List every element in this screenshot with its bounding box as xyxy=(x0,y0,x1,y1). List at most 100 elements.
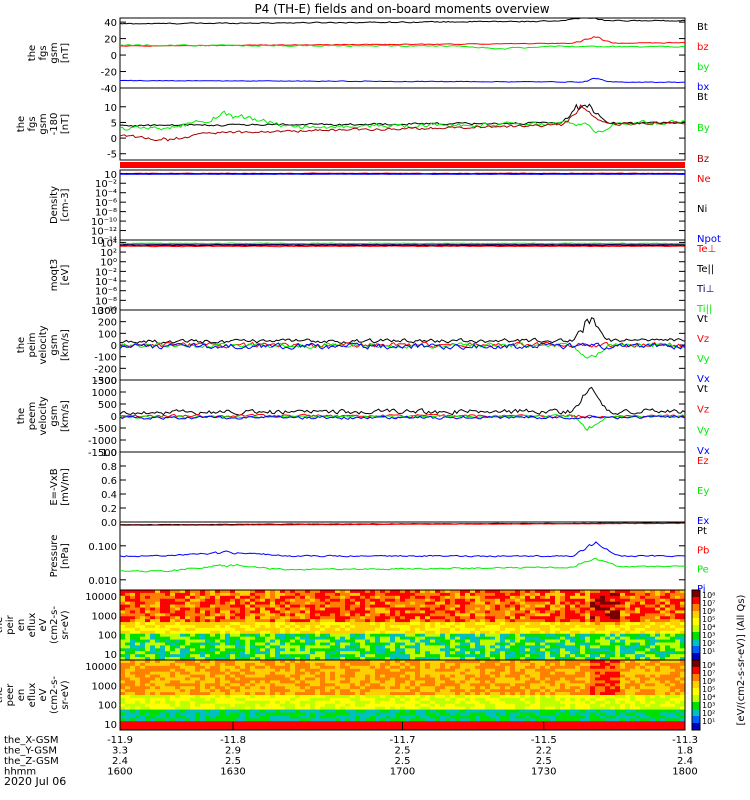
spectrogram-cell xyxy=(500,718,506,722)
spectrogram-cell xyxy=(430,598,436,602)
spectrogram-cell xyxy=(510,695,516,699)
spectrogram-cell xyxy=(600,651,606,655)
spectrogram-cell xyxy=(430,639,436,643)
spectrogram-cell xyxy=(130,660,136,664)
spectrogram-cell xyxy=(390,686,396,690)
spectrogram-cell xyxy=(370,660,376,664)
spectrogram-cell xyxy=(515,642,521,646)
spectrogram-cell xyxy=(440,601,446,605)
spectrogram-cell xyxy=(420,695,426,699)
spectrogram-cell xyxy=(275,595,281,600)
spectrogram-cell xyxy=(635,633,641,637)
spectrogram-cell xyxy=(400,642,406,646)
spectrogram-cell xyxy=(265,630,271,635)
spectrogram-cell xyxy=(420,700,426,705)
spectrogram-cell xyxy=(585,654,591,658)
spectrogram-cell xyxy=(390,642,396,646)
spectrogram-cell xyxy=(635,622,641,626)
spectrogram-cell xyxy=(270,677,276,681)
spectrogram-cell xyxy=(315,613,321,617)
spectrogram-cell xyxy=(640,616,646,620)
spectrogram-cell xyxy=(215,665,221,670)
spectrogram-cell xyxy=(410,630,416,635)
spectrogram-cell xyxy=(250,607,256,611)
spectrogram-cell xyxy=(350,642,356,646)
spectrogram-cell xyxy=(365,715,371,719)
spectrogram-cell xyxy=(665,633,671,637)
y-axis-label-line: en xyxy=(16,689,27,702)
spectrogram-cell xyxy=(495,633,501,637)
spectrogram-cell xyxy=(510,610,516,614)
spectrogram-cell xyxy=(120,680,126,684)
spectrogram-cell xyxy=(450,695,456,699)
spectrogram-cell xyxy=(215,695,221,699)
spectrogram-cell xyxy=(150,674,156,678)
spectrogram-cell xyxy=(480,683,486,687)
spectrogram-cell xyxy=(195,665,201,670)
spectrogram-cell xyxy=(555,645,561,649)
spectrogram-cell xyxy=(360,724,366,728)
spectrogram-cell xyxy=(440,613,446,617)
spectrogram-cell xyxy=(565,639,571,643)
spectrogram-cell xyxy=(325,639,331,643)
spectrogram-cell xyxy=(530,657,536,661)
spectrogram-cell xyxy=(310,619,316,623)
spectrogram-cell xyxy=(205,709,211,713)
spectrogram-cell xyxy=(505,601,511,605)
spectrogram-cell xyxy=(465,668,471,672)
spectrogram-cell xyxy=(590,595,596,600)
spectrogram-cell xyxy=(340,633,346,637)
spectrogram-cell xyxy=(280,677,286,681)
spectrogram-cell xyxy=(180,683,186,687)
spectrogram-cell xyxy=(340,700,346,705)
spectrogram-cell xyxy=(560,645,566,649)
spectrogram-cell xyxy=(265,671,271,675)
spectrogram-cell xyxy=(340,598,346,602)
spectrogram-cell xyxy=(450,683,456,687)
spectrogram-cell xyxy=(205,601,211,605)
spectrogram-cell xyxy=(550,595,556,600)
spectrogram-cell xyxy=(380,645,386,649)
spectrogram-cell xyxy=(515,654,521,658)
spectrogram-cell xyxy=(330,697,336,702)
spectrogram-cell xyxy=(140,721,146,725)
spectrogram-cell xyxy=(615,627,621,632)
spectrogram-cell xyxy=(315,604,321,608)
spectrogram-cell xyxy=(155,627,161,632)
spectrogram-cell xyxy=(375,700,381,705)
colorbar-segment xyxy=(692,653,700,661)
spectrogram-cell xyxy=(525,674,531,678)
y-tick-label: -500 xyxy=(94,424,117,435)
spectrogram-cell xyxy=(120,683,126,687)
spectrogram-cell xyxy=(210,709,216,713)
spectrogram-cell xyxy=(445,639,451,643)
series-Pb xyxy=(119,522,686,527)
spectrogram-cell xyxy=(140,636,146,640)
spectrogram-cell xyxy=(245,677,251,681)
spectrogram-cell xyxy=(480,601,486,605)
spectrogram-cell xyxy=(390,706,396,710)
spectrogram-cell xyxy=(255,645,261,649)
spectrogram-cell xyxy=(500,633,506,637)
spectrogram-cell xyxy=(315,651,321,655)
spectrogram-cell xyxy=(565,619,571,623)
spectrogram-cell xyxy=(420,642,426,646)
spectrogram-cell xyxy=(620,639,626,643)
spectrogram-cell xyxy=(270,651,276,655)
spectrogram-cell xyxy=(595,598,601,602)
spectrogram-cell xyxy=(360,616,366,620)
spectrogram-cell xyxy=(430,703,436,707)
spectrogram-cell xyxy=(455,689,461,693)
spectrogram-cell xyxy=(285,590,291,594)
spectrogram-cell xyxy=(380,592,386,597)
spectrogram-cell xyxy=(315,674,321,678)
spectrogram-cell xyxy=(175,598,181,602)
spectrogram-cell xyxy=(320,709,326,713)
spectrogram-cell xyxy=(265,625,271,629)
spectrogram-cell xyxy=(185,677,191,681)
spectrogram-cell xyxy=(420,627,426,632)
spectrogram-cell xyxy=(460,665,466,670)
spectrogram-cell xyxy=(335,692,341,696)
spectrogram-cell xyxy=(510,630,516,635)
spectrogram-cell xyxy=(355,645,361,649)
